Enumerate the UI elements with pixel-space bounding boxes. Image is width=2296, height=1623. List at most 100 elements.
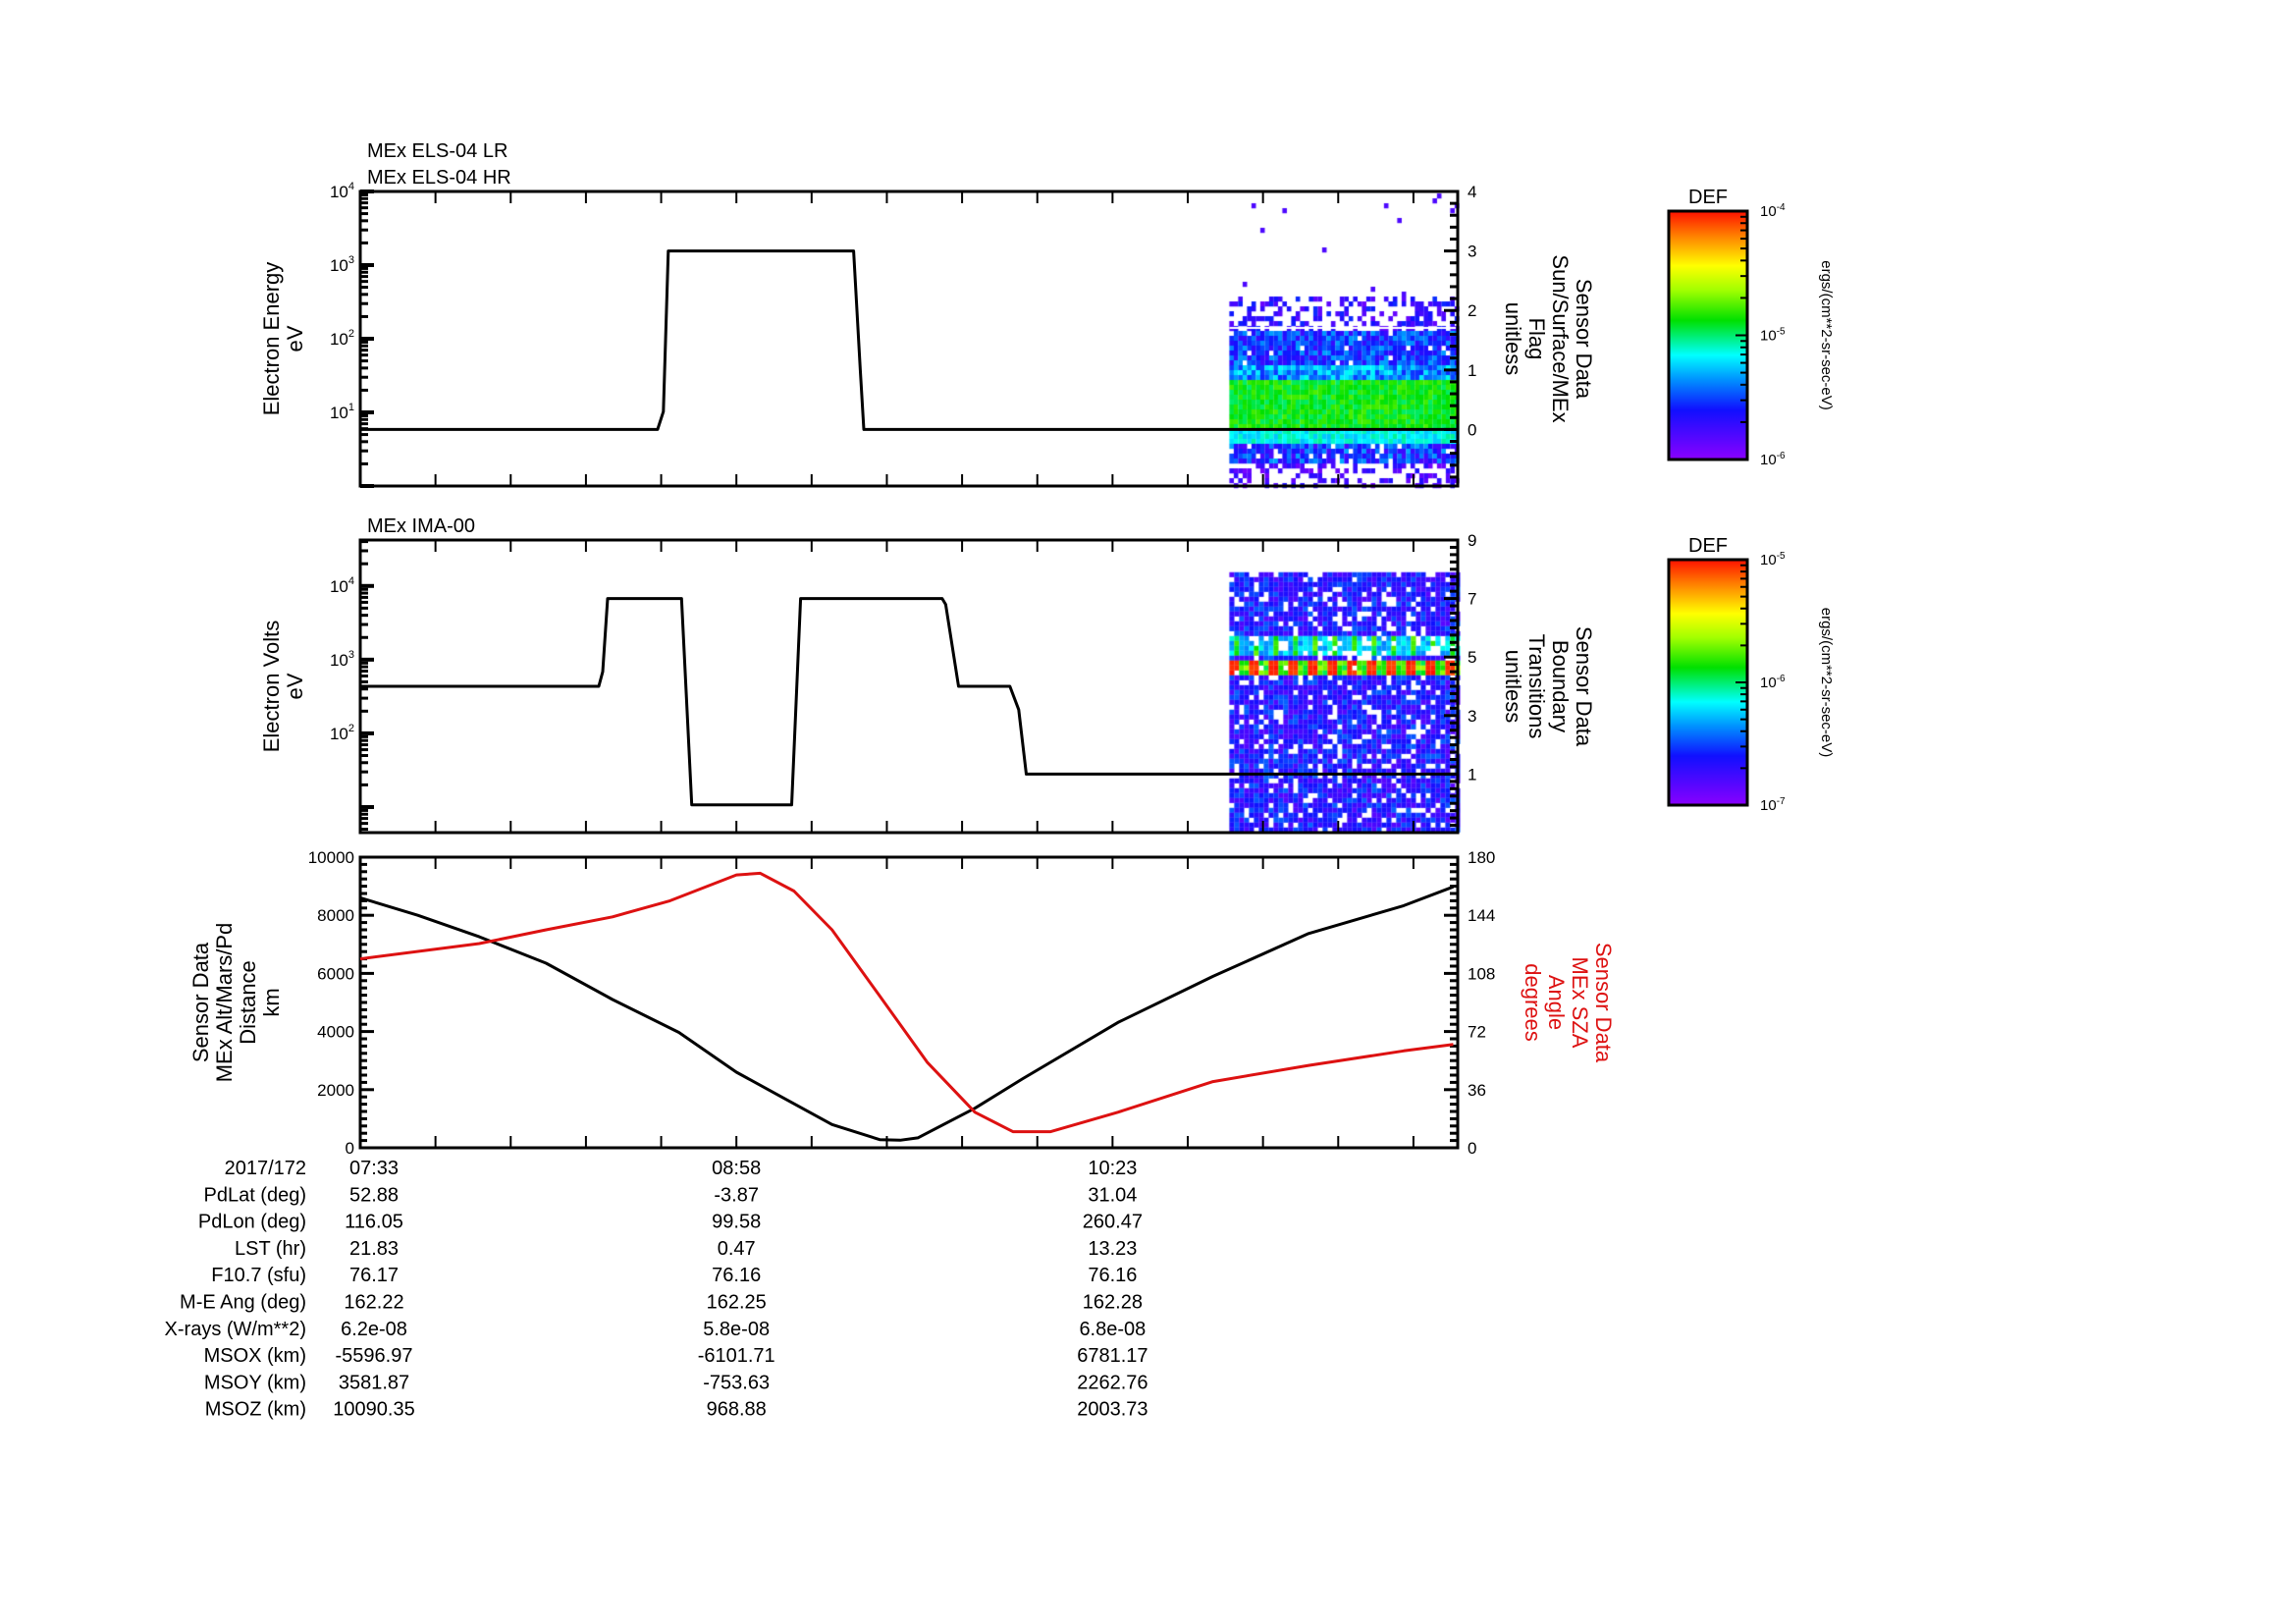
y-axis-label-left-line: eV [283, 325, 307, 352]
tick-base: 10 [1760, 797, 1777, 814]
y-tick-label-right: 3 [1468, 243, 1476, 261]
y-tick-label-right: 1 [1468, 361, 1476, 380]
y-axis-label-left-line: Electron Energy [259, 262, 284, 416]
tick-base: 10 [330, 256, 348, 275]
table-row: PdLon (deg) 116.05 99.58 260.47 [198, 1212, 1143, 1233]
row-value: 76.16 [1088, 1265, 1137, 1286]
row-value: 3581.87 [339, 1372, 409, 1393]
plot-frame [358, 855, 1460, 1150]
colorbar-tick-label: 10-7 [1760, 796, 1786, 814]
y-tick-label-right: 3 [1468, 707, 1476, 726]
y-axis-label-left-line: eV [283, 673, 307, 699]
tick-exponent: 2 [348, 723, 354, 734]
colorbar-gradient [1667, 209, 1749, 461]
x-tick-label: 07:33 [349, 1158, 399, 1179]
y-axis-label-left: Electron Volts eV [259, 621, 307, 753]
row-value: 162.28 [1083, 1292, 1143, 1314]
table-row: MSOX (km) -5596.97 -6101.71 6781.17 [204, 1345, 1148, 1367]
row-value: 21.83 [349, 1238, 399, 1260]
tick-base: 10 [330, 651, 348, 670]
row-value: -753.63 [703, 1372, 770, 1393]
tick-exponent: 3 [348, 254, 354, 266]
tick-exponent: -4 [1777, 202, 1786, 213]
row-value: 76.17 [349, 1265, 399, 1286]
y-axis-label-left-line: Sensor Data [188, 942, 213, 1062]
panel-orbit: 10000 8000 6000 4000 2000 0 180 144 108 72 36 0 Sens… [188, 848, 1616, 1158]
colorbar-gradient [1667, 558, 1749, 807]
row-value: 162.22 [344, 1292, 403, 1314]
y-tick-label-left: 10000 [308, 848, 354, 867]
y-tick-label-left: 104 [330, 181, 354, 201]
y-tick-label-right: 1 [1468, 765, 1476, 784]
tick-base: 10 [330, 404, 348, 422]
y-axis-label-right-line: Boundary [1548, 640, 1573, 732]
row-value: -6101.71 [698, 1345, 775, 1367]
row-value: 116.05 [345, 1212, 403, 1233]
tick-exponent: 1 [348, 402, 354, 413]
colorbar-tick-label: 10-4 [1760, 202, 1786, 220]
tick-exponent: -5 [1777, 551, 1786, 562]
table-row: PdLat (deg) 52.88 -3.87 31.04 [203, 1184, 1137, 1206]
colorbar-tick-label: 10-5 [1760, 551, 1786, 568]
tick-base: 10 [1760, 328, 1777, 345]
tick-exponent: -5 [1777, 327, 1786, 338]
date-label: 2017/172 [225, 1158, 306, 1179]
table-row: LST (hr) 21.83 0.47 13.23 [235, 1238, 1137, 1260]
colorbar-tick-label: 10-6 [1760, 451, 1786, 468]
y-axis-label-right-line: Sensor Data [1572, 279, 1596, 400]
y-axis-label-left-line: Electron Volts [259, 621, 284, 753]
y-tick-label-left: 101 [330, 402, 354, 422]
y-axis-label-left-line: Distance [236, 960, 260, 1045]
y-tick-label-left: 103 [330, 254, 354, 275]
series-line-1 [359, 871, 1454, 1134]
row-value: 6781.17 [1077, 1345, 1148, 1367]
row-label: MSOY (km) [204, 1372, 306, 1393]
y-tick-label-left: 8000 [317, 906, 354, 925]
y-tick-label-left: 102 [330, 723, 354, 743]
y-tick-label-left: 104 [330, 575, 354, 596]
series-line-0 [360, 249, 1458, 431]
row-value: 968.88 [707, 1399, 767, 1421]
y-tick-label-right: 0 [1468, 420, 1476, 439]
row-value: 260.47 [1083, 1212, 1143, 1233]
y-tick-label-left: 0 [346, 1139, 354, 1158]
colorbar-tick-label: 10-6 [1760, 674, 1786, 691]
row-label: F10.7 (sfu) [211, 1265, 306, 1286]
colorbar-units-label: ergs/(cm**2-sr-sec-eV) [1818, 608, 1835, 758]
y-axis-label-right-line: Sun/Surface/MEx [1548, 254, 1573, 422]
tick-base: 10 [1760, 552, 1777, 568]
table-row: MSOY (km) 3581.87 -753.63 2262.76 [204, 1372, 1148, 1393]
table-row: MSOZ (km) 10090.35 968.88 2003.73 [205, 1399, 1148, 1421]
y-axis-label-left-line: MEx Alt/Mars/Pd [212, 923, 237, 1083]
tick-exponent: -6 [1777, 451, 1786, 461]
table-row: F10.7 (sfu) 76.17 76.16 76.16 [211, 1265, 1137, 1286]
y-tick-label-right: 108 [1468, 964, 1495, 983]
row-value: 13.23 [1088, 1238, 1137, 1260]
row-label: PdLat (deg) [203, 1184, 306, 1206]
x-tick-label: 10:23 [1088, 1158, 1137, 1179]
row-value: 99.58 [712, 1212, 761, 1233]
row-label: MSOZ (km) [205, 1399, 306, 1421]
tick-exponent: 4 [348, 575, 354, 587]
y-axis-label-right-line: MEx SZA [1568, 957, 1592, 1049]
y-tick-label-right: 72 [1468, 1023, 1486, 1042]
row-value: -3.87 [714, 1184, 759, 1206]
table-row: X-rays (W/m**2) 6.2e-08 5.8e-08 6.8e-08 [165, 1319, 1147, 1340]
y-axis-label-right-line: Sensor Data [1572, 626, 1596, 747]
tick-base: 10 [1760, 452, 1777, 468]
row-label: MSOX (km) [204, 1345, 306, 1367]
row-value: 0.47 [718, 1238, 756, 1260]
row-value: 52.88 [349, 1184, 399, 1206]
tick-base: 10 [1760, 203, 1777, 220]
y-tick-label-right: 4 [1468, 183, 1476, 201]
y-tick-label-right: 2 [1468, 301, 1476, 320]
y-axis-label-right-line: Angle [1544, 975, 1569, 1030]
row-label: M-E Ang (deg) [180, 1292, 306, 1314]
